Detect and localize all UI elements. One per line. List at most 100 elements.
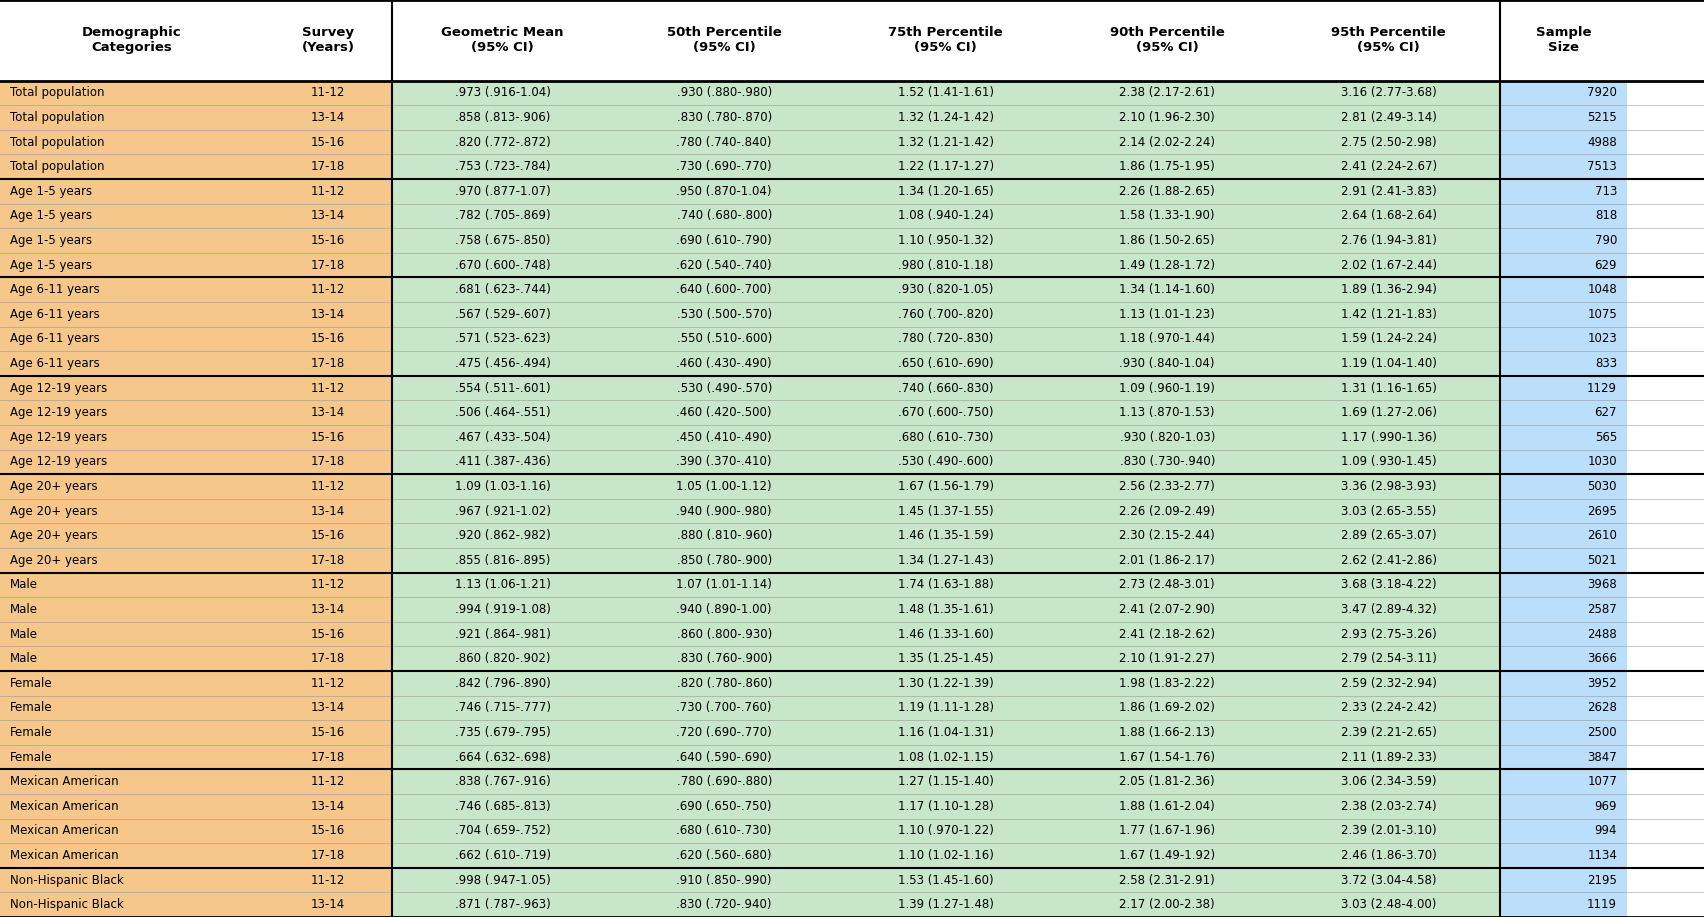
Text: 3.16 (2.77-3.68): 3.16 (2.77-3.68)	[1341, 86, 1436, 100]
Bar	[1500, 105, 1627, 130]
Text: 3.06 (2.34-3.59): 3.06 (2.34-3.59)	[1341, 775, 1436, 789]
Bar	[0, 646, 264, 671]
Bar	[0, 0, 264, 81]
Bar	[613, 105, 835, 130]
Bar	[613, 819, 835, 844]
Bar	[1278, 326, 1500, 351]
Bar	[835, 524, 1056, 548]
Bar	[264, 597, 392, 622]
Text: 2.46 (1.86-3.70): 2.46 (1.86-3.70)	[1341, 849, 1436, 862]
Bar	[835, 499, 1056, 524]
Text: 4988: 4988	[1588, 136, 1617, 149]
Bar	[613, 769, 835, 794]
Bar	[264, 720, 392, 745]
Text: Age 1-5 years: Age 1-5 years	[10, 259, 92, 271]
Bar	[1500, 499, 1627, 524]
Bar	[613, 597, 835, 622]
Text: 2.10 (1.91-2.27): 2.10 (1.91-2.27)	[1120, 652, 1215, 665]
Bar	[1500, 449, 1627, 474]
Text: 2.39 (2.21-2.65): 2.39 (2.21-2.65)	[1341, 726, 1436, 739]
Text: .554 (.511-.601): .554 (.511-.601)	[455, 381, 550, 394]
Text: .530 (.500-.570): .530 (.500-.570)	[676, 308, 772, 321]
Bar	[392, 105, 613, 130]
Bar	[613, 228, 835, 253]
Text: .681 (.623-.744): .681 (.623-.744)	[455, 283, 550, 296]
Bar	[835, 671, 1056, 696]
Bar	[264, 449, 392, 474]
Bar	[264, 819, 392, 844]
Bar	[1056, 867, 1278, 892]
Bar	[1500, 622, 1627, 646]
Text: 969: 969	[1595, 800, 1617, 812]
Text: .620 (.540-.740): .620 (.540-.740)	[676, 259, 772, 271]
Text: 2.58 (2.31-2.91): 2.58 (2.31-2.91)	[1120, 874, 1215, 887]
Bar	[1278, 745, 1500, 769]
Text: 11-12: 11-12	[310, 480, 346, 493]
Bar	[1278, 474, 1500, 499]
Bar	[835, 696, 1056, 720]
Text: 11-12: 11-12	[310, 874, 346, 887]
Bar	[1278, 769, 1500, 794]
Bar	[0, 474, 264, 499]
Text: 1075: 1075	[1588, 308, 1617, 321]
Bar	[264, 179, 392, 204]
Text: Total population: Total population	[10, 86, 104, 100]
Text: Non-Hispanic Black: Non-Hispanic Black	[10, 874, 124, 887]
Bar	[264, 376, 392, 401]
Text: 15-16: 15-16	[310, 136, 346, 149]
Text: 2.17 (2.00-2.38): 2.17 (2.00-2.38)	[1120, 898, 1215, 911]
Bar	[1278, 105, 1500, 130]
Bar	[392, 867, 613, 892]
Text: 13-14: 13-14	[310, 603, 346, 616]
Text: .921 (.864-.981): .921 (.864-.981)	[455, 627, 550, 641]
Bar	[392, 0, 613, 81]
Text: 3968: 3968	[1588, 579, 1617, 591]
Text: Age 20+ years: Age 20+ years	[10, 480, 97, 493]
Bar	[613, 130, 835, 154]
Bar	[392, 81, 613, 105]
Bar	[613, 646, 835, 671]
Text: Age 6-11 years: Age 6-11 years	[10, 308, 101, 321]
Text: 90th Percentile
(95% CI): 90th Percentile (95% CI)	[1109, 27, 1225, 54]
Bar	[0, 105, 264, 130]
Bar	[1056, 179, 1278, 204]
Text: 1.32 (1.24-1.42): 1.32 (1.24-1.42)	[898, 111, 993, 124]
Text: 13-14: 13-14	[310, 209, 346, 223]
Text: .670 (.600-.748): .670 (.600-.748)	[455, 259, 550, 271]
Text: Age 20+ years: Age 20+ years	[10, 504, 97, 518]
Text: 11-12: 11-12	[310, 283, 346, 296]
Text: 1.13 (1.01-1.23): 1.13 (1.01-1.23)	[1120, 308, 1215, 321]
Bar	[1056, 425, 1278, 449]
Bar	[835, 326, 1056, 351]
Bar	[0, 449, 264, 474]
Text: 1.59 (1.24-2.24): 1.59 (1.24-2.24)	[1341, 333, 1436, 346]
Bar	[0, 204, 264, 228]
Text: 5030: 5030	[1588, 480, 1617, 493]
Text: 13-14: 13-14	[310, 898, 346, 911]
Text: .530 (.490-.600): .530 (.490-.600)	[898, 456, 993, 469]
Bar	[835, 0, 1056, 81]
Text: .740 (.660-.830): .740 (.660-.830)	[898, 381, 993, 394]
Text: .858 (.813-.906): .858 (.813-.906)	[455, 111, 550, 124]
Text: .830 (.730-.940): .830 (.730-.940)	[1120, 456, 1215, 469]
Bar	[1500, 844, 1627, 867]
Text: .860 (.820-.902): .860 (.820-.902)	[455, 652, 550, 665]
Bar	[392, 671, 613, 696]
Bar	[1056, 696, 1278, 720]
Text: .680 (.610-.730): .680 (.610-.730)	[898, 431, 993, 444]
Text: 2.73 (2.48-3.01): 2.73 (2.48-3.01)	[1120, 579, 1215, 591]
Text: 1.17 (.990-1.36): 1.17 (.990-1.36)	[1341, 431, 1436, 444]
Bar	[835, 228, 1056, 253]
Text: 1.09 (.930-1.45): 1.09 (.930-1.45)	[1341, 456, 1436, 469]
Bar	[392, 228, 613, 253]
Bar	[613, 204, 835, 228]
Text: .930 (.820-1.03): .930 (.820-1.03)	[1120, 431, 1215, 444]
Bar	[613, 179, 835, 204]
Text: 565: 565	[1595, 431, 1617, 444]
Text: 3.03 (2.48-4.00): 3.03 (2.48-4.00)	[1341, 898, 1436, 911]
Text: 1.86 (1.75-1.95): 1.86 (1.75-1.95)	[1120, 160, 1215, 173]
Text: 2.39 (2.01-3.10): 2.39 (2.01-3.10)	[1341, 824, 1436, 837]
Bar	[613, 622, 835, 646]
Bar	[613, 548, 835, 572]
Text: 2.05 (1.81-2.36): 2.05 (1.81-2.36)	[1120, 775, 1215, 789]
